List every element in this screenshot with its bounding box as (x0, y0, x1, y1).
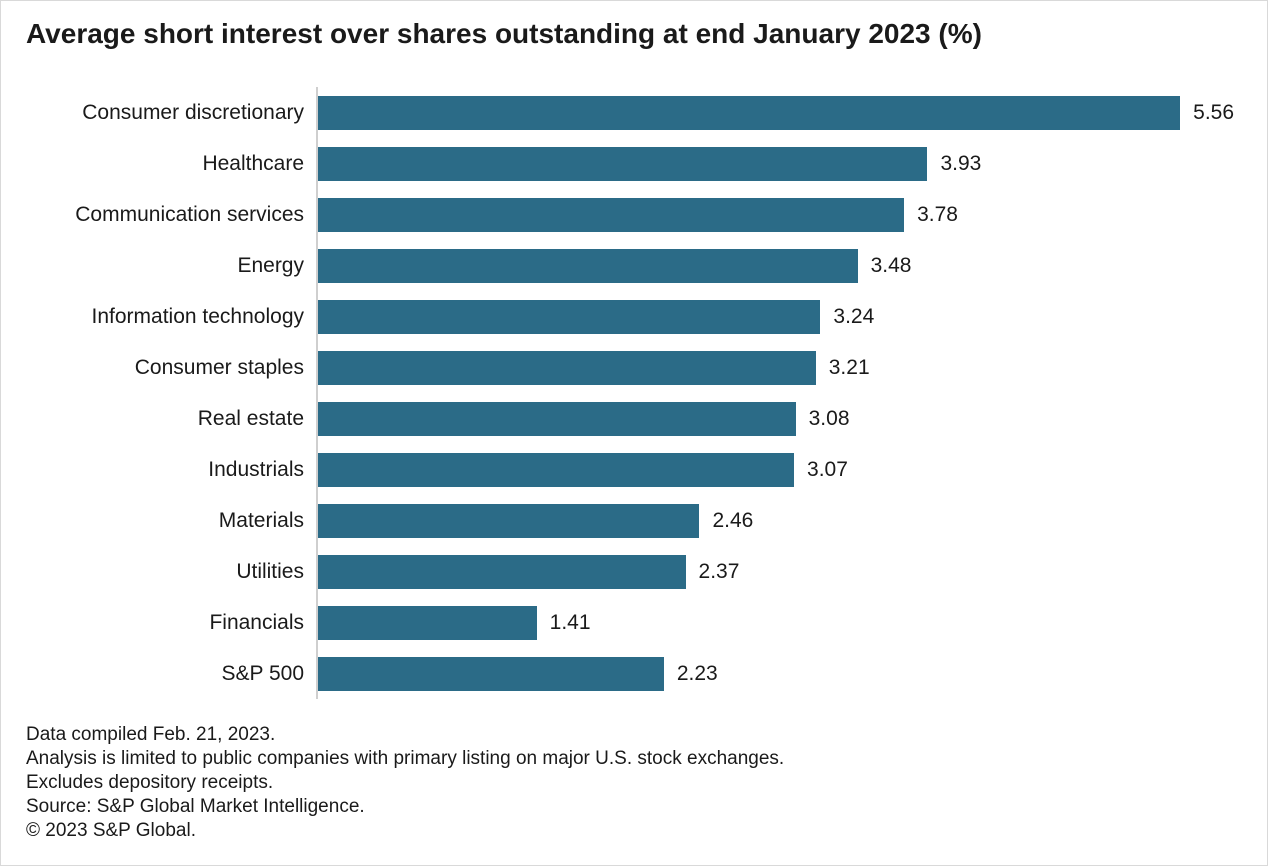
chart-row: Materials 2.46 (26, 495, 1267, 546)
chart-row: Healthcare 3.93 (26, 138, 1267, 189)
value-label: 5.56 (1193, 100, 1235, 124)
bar (318, 554, 686, 589)
chart-row: Consumer discretionary 5.56 (26, 87, 1267, 138)
bar-track: 2.23 (316, 648, 1267, 699)
value-label: 3.78 (917, 202, 958, 226)
category-label: Materials (218, 508, 304, 532)
chart-row: Communication services 3.78 (26, 189, 1267, 240)
value-label: 2.37 (698, 559, 740, 583)
bar (318, 299, 821, 334)
chart-footnotes: Data compiled Feb. 21, 2023. Analysis is… (26, 723, 784, 843)
chart-title: Average short interest over shares outst… (26, 18, 982, 49)
bar-track: 3.08 (316, 393, 1267, 444)
value-label: 3.07 (807, 457, 848, 481)
bar-track: 3.07 (316, 444, 1267, 495)
bar (318, 401, 796, 436)
footnote-data-compiled: Data compiled Feb. 21, 2023. (26, 724, 276, 745)
chart-row: Industrials 3.07 (26, 444, 1267, 495)
category-label: Communication services (75, 202, 304, 226)
bar (318, 146, 928, 181)
bar (318, 656, 664, 691)
category-label: Energy (237, 253, 304, 277)
bar (318, 452, 795, 487)
category-label: Utilities (236, 559, 304, 583)
chart-row: Information technology 3.24 (26, 291, 1267, 342)
value-label: 3.21 (828, 355, 870, 379)
bar (318, 95, 1181, 130)
chart-row: Energy 3.48 (26, 240, 1267, 291)
chart-row: Real estate 3.08 (26, 393, 1267, 444)
category-label: Healthcare (202, 151, 304, 175)
value-label: 3.08 (808, 406, 850, 430)
bar-track: 3.48 (316, 240, 1267, 291)
bar-track: 2.46 (316, 495, 1267, 546)
category-label: Real estate (197, 406, 304, 430)
bar-track: 3.93 (316, 138, 1267, 189)
footnote-copyright: © 2023 S&P Global. (26, 820, 196, 841)
bar-track: 3.78 (316, 189, 1267, 240)
bar-track: 3.21 (316, 342, 1267, 393)
value-label: 3.48 (870, 253, 912, 277)
bar (318, 197, 905, 232)
chart-row: Utilities 2.37 (26, 546, 1267, 597)
chart-row: Consumer staples 3.21 (26, 342, 1267, 393)
bar (318, 350, 816, 385)
value-label: 3.93 (940, 151, 982, 175)
bar-track: 1.41 (316, 597, 1267, 648)
bar (318, 503, 700, 538)
value-label: 3.24 (833, 304, 875, 328)
bar-chart-plot: Consumer discretionary 5.56 Healthcare 3.93… (26, 87, 1267, 699)
value-label: 2.23 (676, 661, 718, 685)
category-label: Consumer staples (134, 355, 304, 379)
footnote-source: Source: S&P Global Market Intelligence. (26, 796, 365, 817)
bar (318, 248, 858, 283)
category-label: Information technology (91, 304, 304, 328)
bar-track: 2.37 (316, 546, 1267, 597)
bar-track: 3.24 (316, 291, 1267, 342)
chart-row: Financials 1.41 (26, 597, 1267, 648)
footnote-analysis: Analysis is limited to public companies … (26, 748, 785, 769)
chart-row: S&P 500 2.23 (26, 648, 1267, 699)
category-label: Financials (209, 610, 304, 634)
footnote-excludes: Excludes depository receipts. (26, 772, 274, 793)
value-label: 2.46 (712, 508, 754, 532)
category-label: Industrials (208, 457, 304, 481)
bar-track: 5.56 (316, 87, 1267, 138)
value-label: 1.41 (549, 610, 591, 634)
category-label: S&P 500 (221, 661, 304, 685)
category-label: Consumer discretionary (82, 100, 304, 124)
bar (318, 605, 537, 640)
